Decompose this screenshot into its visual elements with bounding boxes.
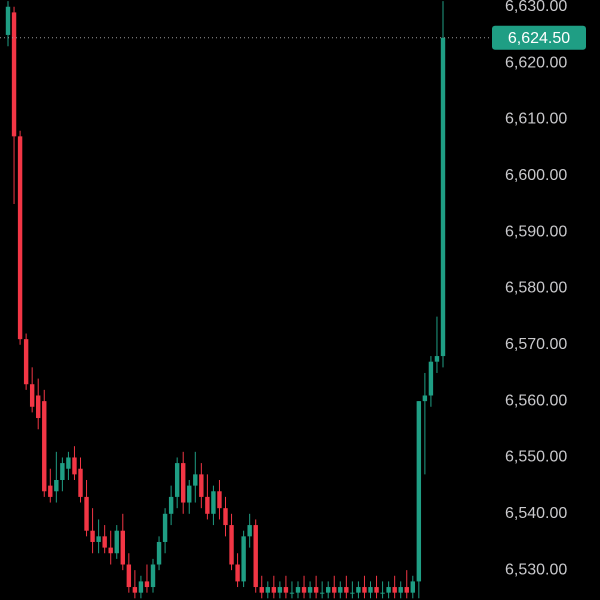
candle-body <box>392 587 397 593</box>
y-tick-label: 6,570.00 <box>505 336 567 353</box>
candle-body <box>126 564 132 588</box>
last-price-tag <box>492 25 586 50</box>
candle-body <box>277 587 283 593</box>
candle-body <box>78 468 83 497</box>
candle-body <box>301 587 307 593</box>
candle-body <box>362 587 367 593</box>
candle-body <box>84 496 89 531</box>
candle-body <box>289 592 295 594</box>
candle-body <box>380 592 385 594</box>
candle-body <box>193 474 198 486</box>
candle-body <box>11 12 17 137</box>
candle-body <box>434 356 440 362</box>
candle-body <box>174 463 180 497</box>
candle-body <box>168 496 174 514</box>
candle-body <box>247 525 252 537</box>
candle-body <box>223 508 228 526</box>
candle-body <box>271 587 277 593</box>
candle-body <box>265 587 270 593</box>
candle-body <box>410 581 415 593</box>
candle-body <box>5 6 11 35</box>
candle-body <box>356 587 361 593</box>
candle-body <box>259 587 264 593</box>
y-tick-label: 6,550.00 <box>505 449 567 466</box>
y-tick-label: 6,600.00 <box>505 167 567 184</box>
candle-body <box>326 587 331 593</box>
y-tick-label: 6,530.00 <box>505 561 567 578</box>
y-tick-label: 6,630.00 <box>505 0 567 15</box>
candle-body <box>108 547 113 554</box>
candle-body <box>386 587 391 593</box>
candle-body <box>120 530 125 565</box>
candle-body <box>29 384 35 407</box>
candle-body <box>253 525 258 588</box>
candle-body <box>132 587 138 593</box>
candle-body <box>42 401 47 492</box>
candle-body <box>211 491 216 514</box>
candle-body <box>404 587 409 593</box>
candle-body <box>36 395 41 419</box>
last-price-label: 6,624.50 <box>508 30 570 47</box>
candle-body <box>307 587 313 593</box>
candle-body <box>241 536 246 582</box>
candle-body <box>72 457 77 475</box>
candle-body <box>368 587 373 593</box>
y-tick-label: 6,560.00 <box>505 392 567 409</box>
candle-body <box>295 587 301 593</box>
candle-body <box>144 581 150 588</box>
candle-body <box>17 136 23 340</box>
candle-body <box>187 485 192 503</box>
candle-body <box>416 401 422 582</box>
candle-body <box>428 361 434 396</box>
candle-body <box>199 474 204 497</box>
candle-body <box>138 581 144 593</box>
candle-body <box>217 491 222 509</box>
y-tick-label: 6,540.00 <box>505 505 567 522</box>
y-tick-label: 6,590.00 <box>505 223 567 240</box>
candle-body <box>150 564 156 588</box>
candle-body <box>332 587 337 593</box>
candle-body <box>156 541 162 565</box>
candle-body <box>398 587 403 593</box>
candle-body <box>23 339 29 385</box>
candle-body <box>440 37 446 357</box>
candle-body <box>66 457 71 469</box>
candle-body <box>283 587 289 593</box>
candle-body <box>181 463 186 503</box>
candle-body <box>229 525 234 565</box>
candle-body <box>96 536 101 542</box>
y-tick-label: 6,620.00 <box>505 54 567 71</box>
candle-body <box>162 513 168 542</box>
candle-body <box>338 587 343 593</box>
y-tick-label: 6,610.00 <box>505 111 567 128</box>
candle-body <box>313 587 319 593</box>
candle-body <box>102 536 107 548</box>
candle-body <box>54 480 59 492</box>
candle-body <box>48 485 53 497</box>
y-tick-label: 6,580.00 <box>505 280 567 297</box>
candle-body <box>374 587 379 593</box>
candle-body <box>235 564 240 582</box>
plot-area <box>5 1 446 599</box>
candle-body <box>422 395 428 402</box>
candle-body <box>90 530 95 542</box>
candle-body <box>350 592 355 594</box>
candle-body <box>60 463 65 480</box>
candle-body <box>205 496 210 514</box>
candle-body <box>344 587 349 593</box>
candle-body <box>319 592 325 594</box>
candle-body <box>114 530 119 554</box>
